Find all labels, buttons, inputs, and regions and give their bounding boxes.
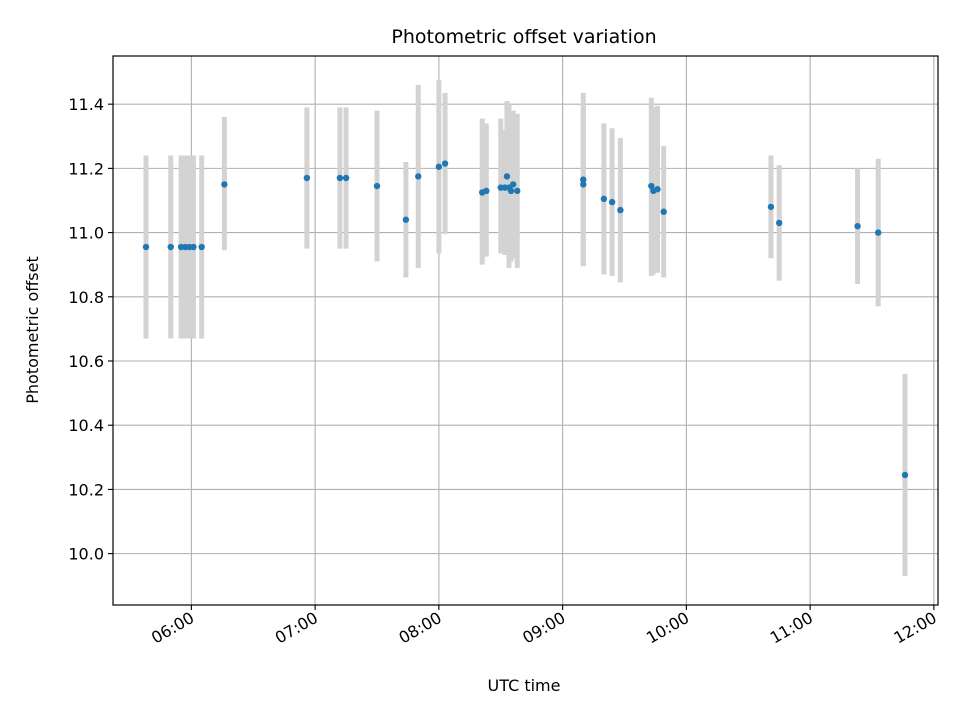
- data-point: [509, 181, 517, 188]
- data-point: [617, 206, 624, 214]
- data-point: [854, 222, 861, 230]
- data-point: [483, 187, 490, 195]
- data-point: [654, 186, 661, 193]
- data-point: [660, 208, 667, 215]
- data-point: [441, 160, 449, 167]
- data-point: [507, 187, 515, 195]
- x-axis-label: UTC time: [488, 676, 561, 695]
- data-point: [303, 174, 311, 182]
- y-axis-ticks: 10.0 10.2 10.4 10.6 10.8 11.0 11.2 11.4: [68, 95, 113, 564]
- data-point: [514, 187, 521, 195]
- data-point: [600, 195, 608, 203]
- data-point: [580, 181, 587, 188]
- data-point: [336, 174, 344, 182]
- data-point: [167, 243, 174, 251]
- data-point: [373, 182, 381, 190]
- data-point: [503, 173, 511, 180]
- grid-lines: [113, 56, 938, 605]
- data-point: [767, 203, 775, 211]
- data-point: [901, 471, 909, 479]
- data-point: [608, 198, 616, 206]
- data-point: [580, 176, 587, 183]
- data-point: [198, 243, 205, 251]
- y-tick-label: 11.2: [68, 159, 104, 178]
- data-point: [648, 182, 655, 190]
- y-tick-label: 10.2: [68, 480, 104, 499]
- data-point: [221, 181, 228, 188]
- data-point: [435, 163, 443, 170]
- y-tick-label: 11.0: [68, 224, 104, 243]
- plot-frame: [112, 55, 939, 606]
- data-point: [190, 243, 197, 251]
- y-axis-label: Photometric offset: [23, 256, 42, 404]
- data-point: [142, 243, 150, 251]
- data-point: [402, 216, 410, 223]
- y-tick-label: 10.6: [68, 352, 104, 371]
- chart-title: Photometric offset variation: [391, 26, 656, 48]
- y-tick-label: 11.4: [68, 95, 104, 114]
- y-tick-label: 10.4: [68, 416, 104, 435]
- y-tick-label: 10.0: [68, 545, 104, 564]
- data-point: [874, 229, 882, 236]
- data-point: [775, 219, 783, 227]
- data-points: [142, 160, 909, 479]
- data-point: [342, 174, 350, 182]
- y-tick-label: 10.8: [68, 288, 104, 307]
- data-point: [415, 173, 422, 180]
